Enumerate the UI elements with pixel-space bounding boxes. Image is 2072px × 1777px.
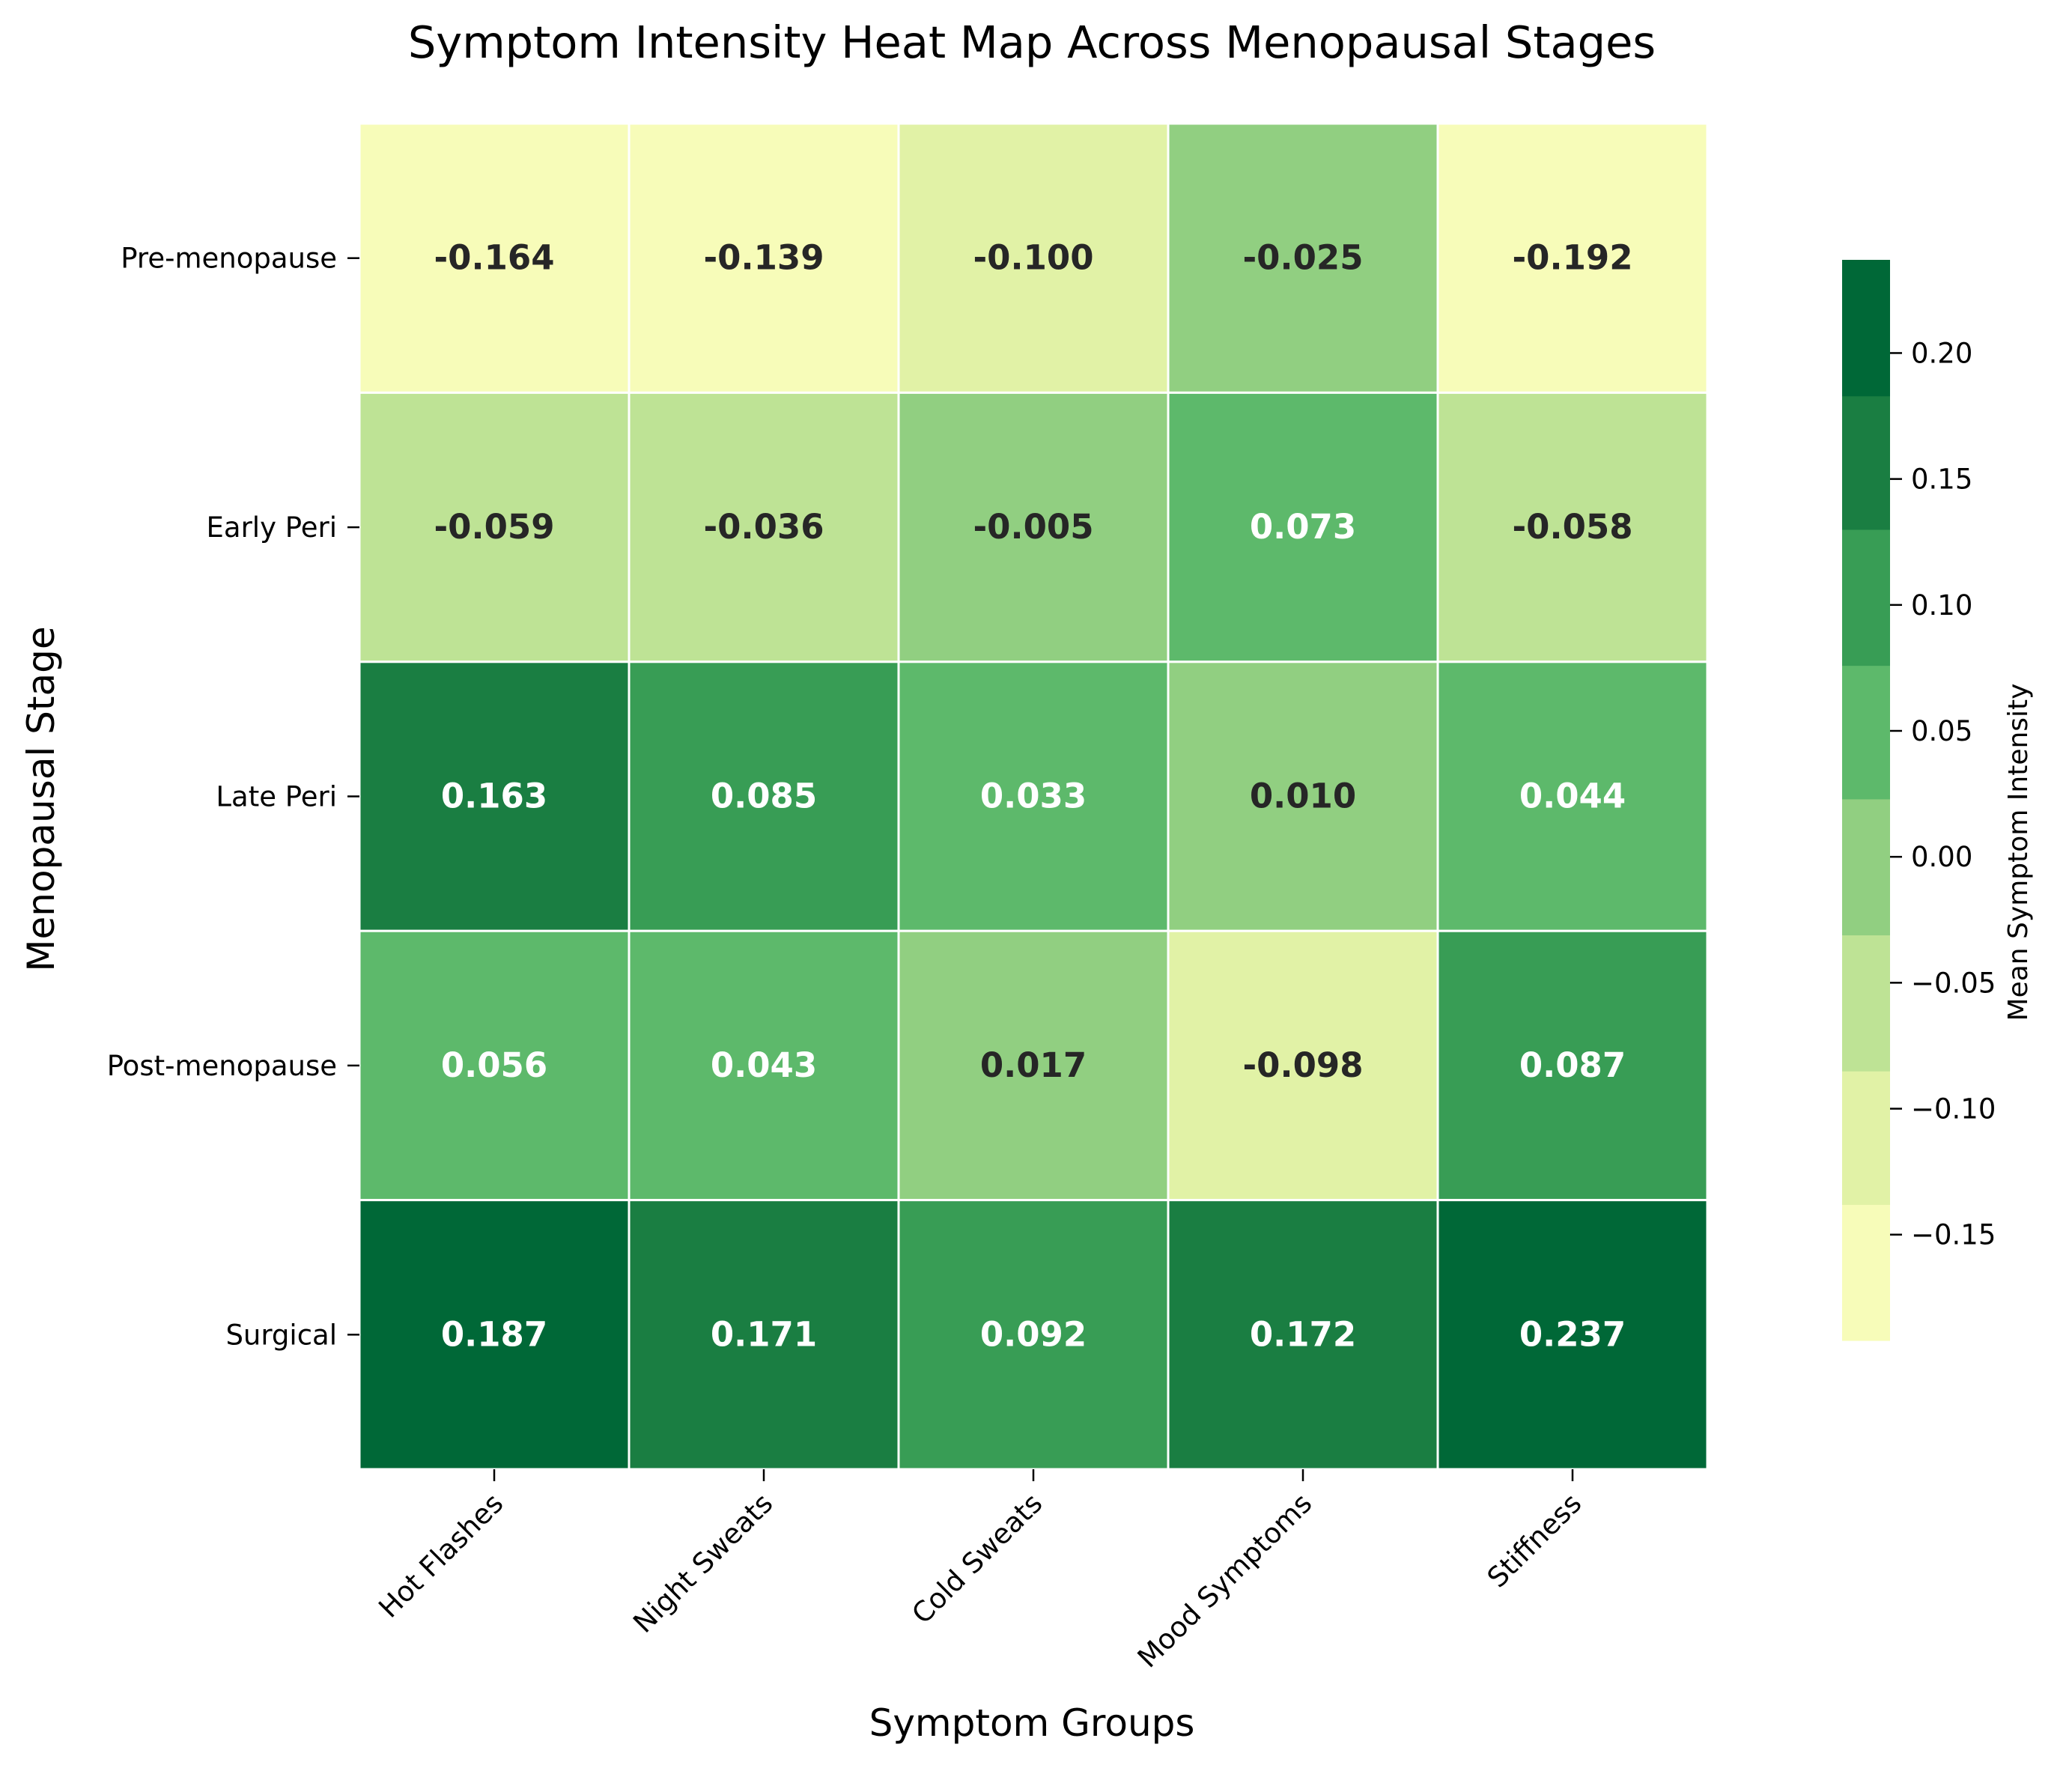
cell-value-label: 0.171 xyxy=(711,1314,817,1354)
cell-value-label: 0.237 xyxy=(1519,1314,1626,1354)
cell-value-label: 0.092 xyxy=(980,1314,1087,1354)
cell-value-label: 0.043 xyxy=(711,1045,817,1085)
cell-value-label: -0.192 xyxy=(1512,238,1632,278)
heatmap-cell xyxy=(1167,1199,1439,1471)
colorbar-tick-label: 0.20 xyxy=(1911,337,1972,369)
heatmap-cell xyxy=(897,122,1170,394)
y-axis-label: Menopausal Stage xyxy=(19,626,63,971)
heatmap-cell xyxy=(1436,660,1709,932)
cell-value-label: 0.033 xyxy=(980,777,1087,816)
cell-value-label: 0.056 xyxy=(441,1045,547,1085)
y-tick-label: Surgical xyxy=(225,1319,337,1351)
colorbar-tick-label: −0.05 xyxy=(1911,967,1996,999)
colorbar-band xyxy=(1842,935,1890,1072)
colorbar-tick-label: 0.05 xyxy=(1911,715,1972,747)
colorbar: 0.20 0.15 0.10 0.05 0.00 −0.05 −0.10 −0.15 xyxy=(1842,260,1996,1341)
y-axis-ticks: Pre-menopause Early Peri Late Peri Post-men… xyxy=(107,243,359,1351)
cell-value-label: -0.139 xyxy=(703,238,824,278)
cell-value-label: 0.073 xyxy=(1250,507,1356,547)
chart-title: Symptom Intensity Heat Map Across Menopa… xyxy=(408,16,1656,68)
y-tick-label: Pre-menopause xyxy=(121,243,337,275)
y-tick-label: Post-menopause xyxy=(107,1050,337,1082)
heatmap-cell xyxy=(897,660,1170,932)
colorbar-band xyxy=(1842,1204,1890,1341)
colorbar-tick-label: −0.15 xyxy=(1911,1219,1996,1251)
colorbar-band xyxy=(1842,1071,1890,1205)
cell-value-label: -0.059 xyxy=(434,507,554,547)
heatmap-cells xyxy=(358,122,1709,1471)
heatmap-cell xyxy=(1167,929,1439,1202)
cell-value-label: -0.100 xyxy=(973,238,1093,278)
cell-value-label: -0.164 xyxy=(434,238,554,278)
colorbar-tick-label: 0.00 xyxy=(1911,841,1972,873)
heatmap-cell xyxy=(897,391,1170,663)
cell-value-label: 0.163 xyxy=(441,777,547,816)
heatmap-cell xyxy=(1167,122,1439,394)
cell-value-label: 0.172 xyxy=(1250,1314,1356,1354)
cell-value-label: -0.058 xyxy=(1512,507,1632,547)
heatmap-cell xyxy=(1436,1199,1709,1471)
heatmap-cell xyxy=(628,122,900,394)
y-tick-label: Early Peri xyxy=(207,511,337,544)
heatmap-cell xyxy=(628,929,900,1202)
y-tick-label: Late Peri xyxy=(216,781,337,813)
heatmap-cell xyxy=(358,929,631,1202)
colorbar-tick-label: −0.10 xyxy=(1911,1093,1996,1126)
colorbar-tick-label: 0.10 xyxy=(1911,589,1972,622)
cell-value-label: -0.036 xyxy=(703,507,824,547)
heatmap-cell xyxy=(1167,660,1439,932)
heatmap-cell xyxy=(628,391,900,663)
cell-value-label: -0.005 xyxy=(973,507,1093,547)
heatmap-cell xyxy=(628,660,900,932)
colorbar-label: Mean Symptom Intensity xyxy=(2003,684,2034,1021)
colorbar-band xyxy=(1842,529,1890,666)
heatmap-cell xyxy=(358,1199,631,1471)
cell-value-label: 0.017 xyxy=(980,1045,1087,1085)
colorbar-band xyxy=(1842,798,1890,936)
heatmap-cell xyxy=(897,929,1170,1202)
cell-value-label: -0.098 xyxy=(1242,1045,1363,1085)
cell-value-label: 0.085 xyxy=(711,777,817,816)
cell-value-label: 0.044 xyxy=(1519,777,1626,816)
heatmap-cell xyxy=(628,1199,900,1471)
heatmap-cell xyxy=(1436,391,1709,663)
heatmap-cell xyxy=(897,1199,1170,1471)
x-axis-label: Symptom Groups xyxy=(869,1701,1195,1745)
cell-value-label: 0.187 xyxy=(441,1314,547,1354)
heatmap-cell xyxy=(1167,391,1439,663)
colorbar-band xyxy=(1842,665,1890,800)
heatmap-cell xyxy=(358,122,631,394)
cell-value-label: 0.010 xyxy=(1250,777,1356,816)
colorbar-tick-label: 0.15 xyxy=(1911,464,1972,496)
colorbar-band xyxy=(1842,395,1890,530)
heatmap-cell xyxy=(1436,929,1709,1202)
cell-value-label: 0.087 xyxy=(1519,1045,1626,1085)
cell-value-label: -0.025 xyxy=(1242,238,1363,278)
heatmap-cell-labels: -0.164 -0.139 -0.100 -0.025 -0.192 -0.059 -0.0… xyxy=(434,238,1632,1355)
colorbar-band xyxy=(1842,260,1890,397)
